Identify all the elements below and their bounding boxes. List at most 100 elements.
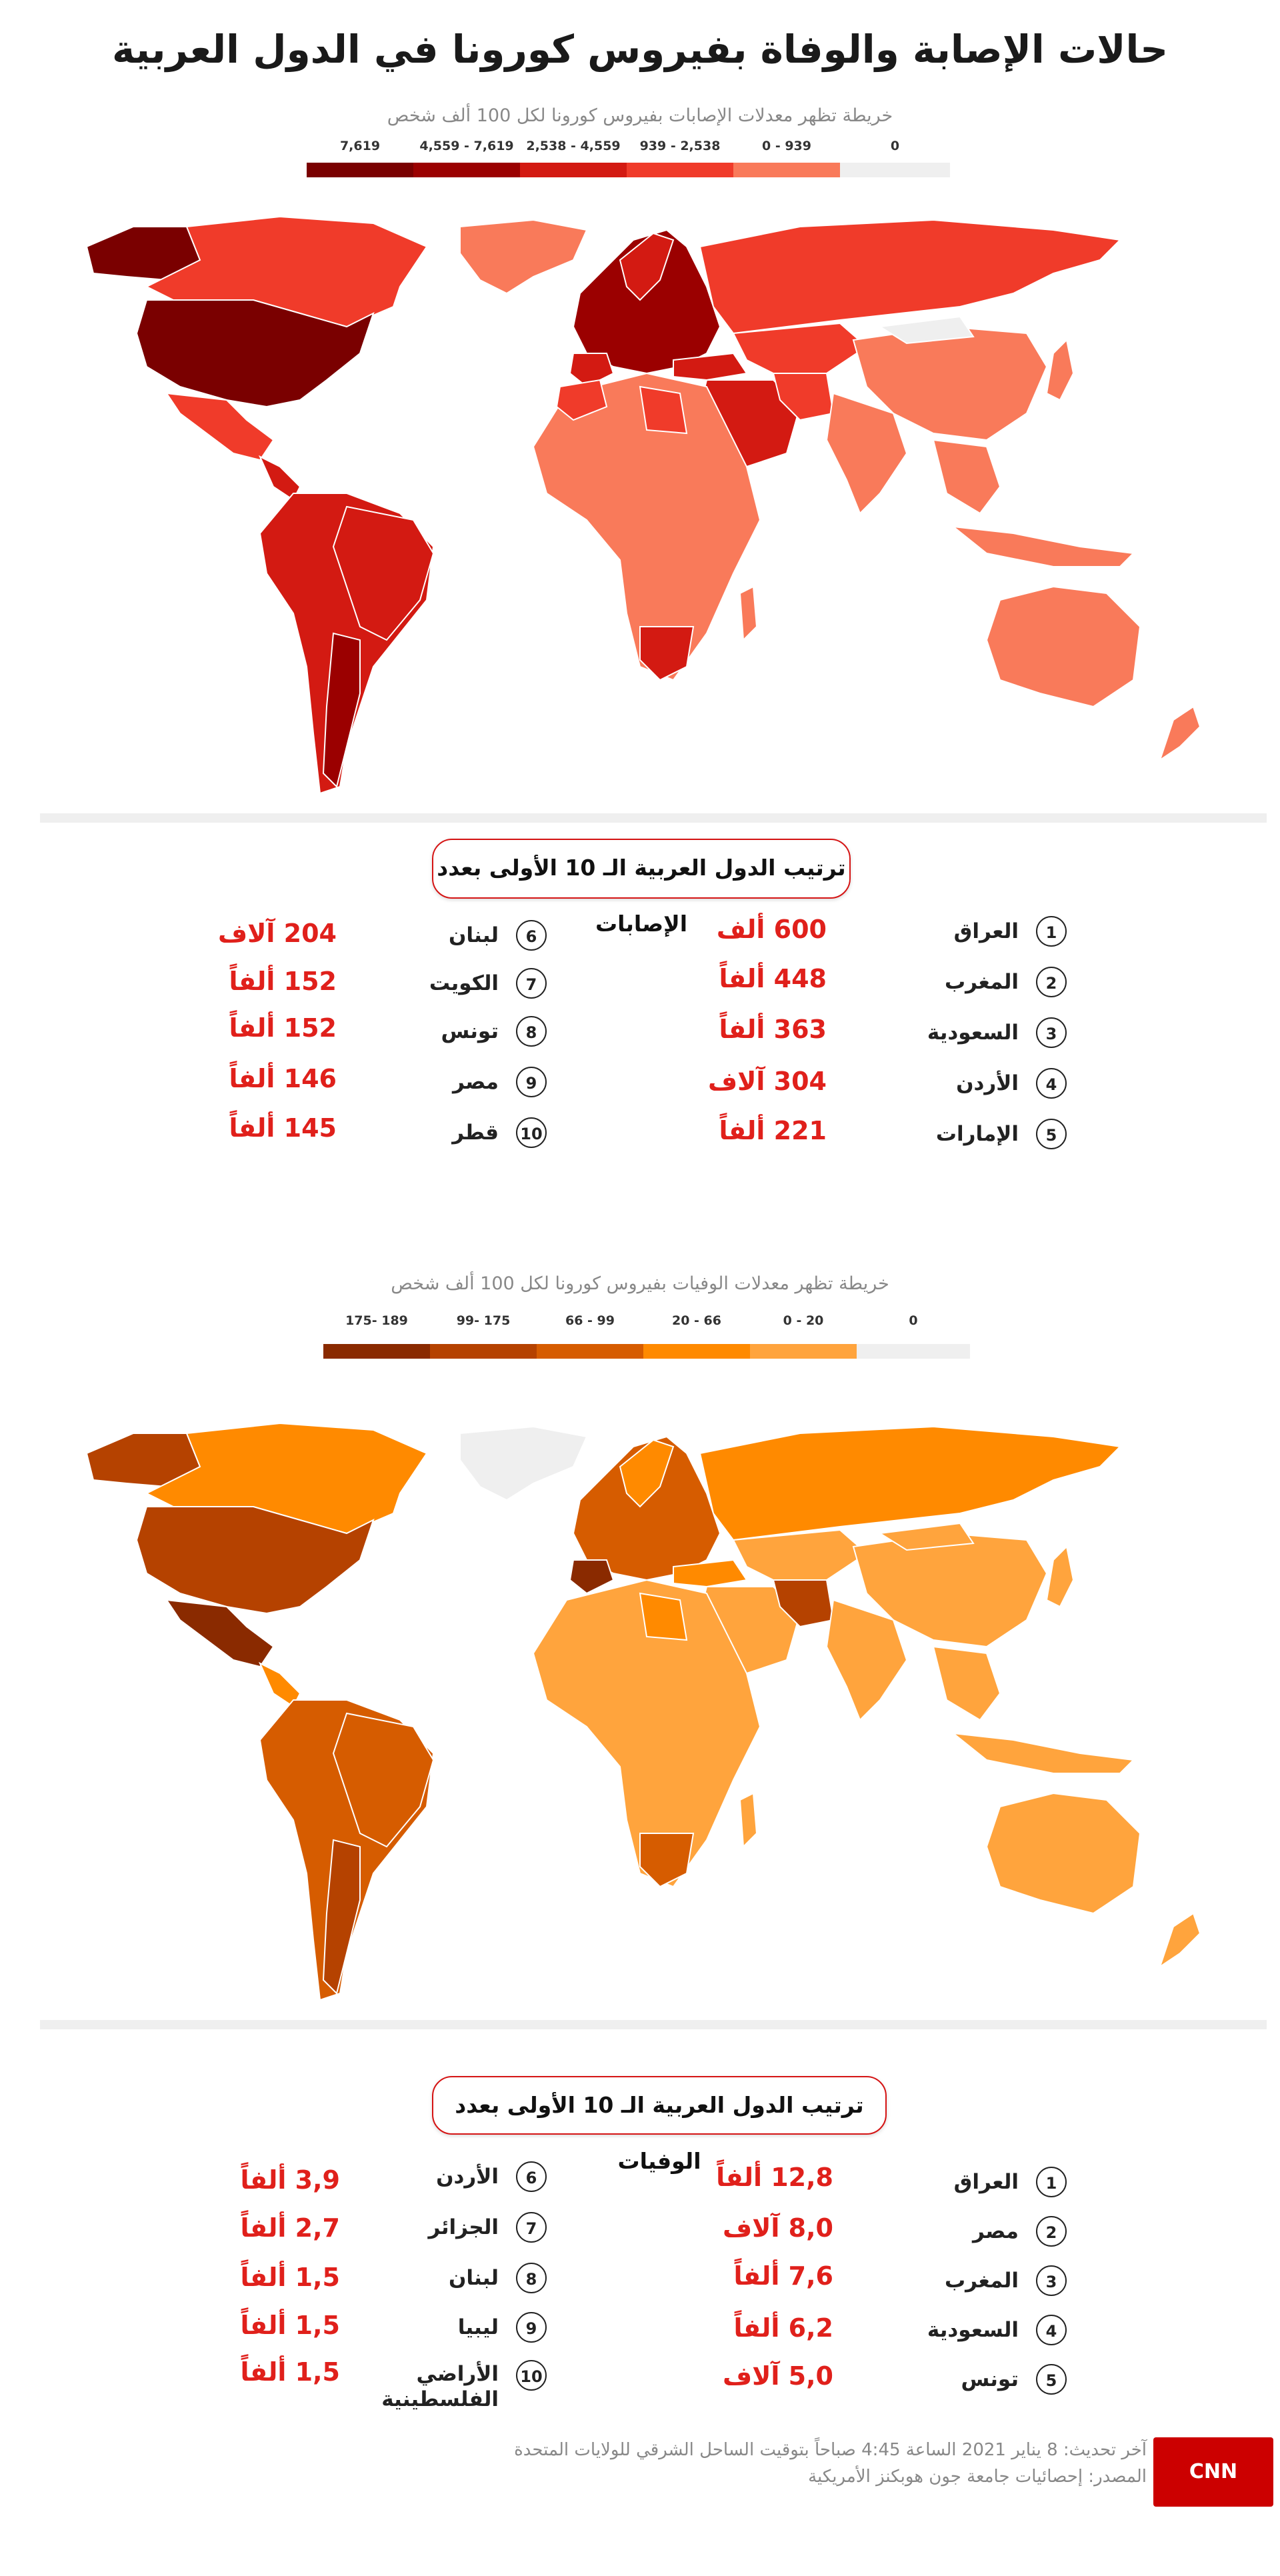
map-turkey: [673, 1559, 748, 1588]
country-name: السعودية: [927, 1021, 1019, 1045]
cases-legend-swatch: [840, 163, 950, 177]
cases-legend: 7,619 4,559 - 7,619 2,538 - 4,559 939 - …: [307, 139, 950, 179]
country-name: لبنان: [448, 2266, 499, 2290]
map-mongolia: [878, 315, 975, 345]
map-indonesia: [951, 1732, 1135, 1774]
cases-legend-label: 4,559 - 7,619: [419, 139, 514, 153]
cases-legend-label: 7,619: [339, 139, 381, 153]
deaths-rank-row: 2 مصر: [820, 2216, 1067, 2256]
map-southeast-asia: [932, 439, 1001, 515]
rank-number: 6: [516, 2161, 547, 2192]
map-india: [825, 1599, 908, 1721]
deaths-legend-label: 20 - 66: [672, 1313, 721, 1328]
map-africa: [532, 372, 761, 681]
map-greenland: [459, 219, 588, 295]
map-russia: [699, 1425, 1122, 1541]
rank-number: 10: [516, 1117, 547, 1148]
map-turkey: [673, 352, 748, 381]
case-value: 304 آلاف: [707, 1067, 827, 1096]
rank-number: 4: [1036, 1068, 1067, 1099]
map-scandinavia: [619, 232, 675, 301]
rank-number: 1: [1036, 916, 1067, 947]
country-name: الإمارات: [935, 1122, 1019, 1146]
map-iran: [772, 373, 835, 421]
rank-number: 7: [516, 2212, 547, 2243]
cases-legend-swatch: [520, 163, 627, 177]
cases-legend-label: 0: [890, 139, 900, 153]
country-name: المغرب: [945, 970, 1019, 994]
country-name: المغرب: [945, 2269, 1019, 2293]
deaths-rank-row: 3 المغرب: [820, 2265, 1067, 2305]
map-brazil: [332, 505, 435, 641]
map-southeast-asia: [932, 1645, 1001, 1721]
cases-rank-row: 4 الأردن: [820, 1068, 1067, 1108]
deaths-legend-swatch: [430, 1344, 537, 1359]
rank-number: 8: [516, 1016, 547, 1047]
map-madagascar: [739, 1792, 758, 1849]
death-value: 6,2 ألفاً: [733, 2313, 833, 2343]
rank-number: 1: [1036, 2167, 1067, 2197]
map-japan: [1045, 1545, 1075, 1608]
map-india: [825, 392, 908, 515]
cases-legend-swatch: [733, 163, 840, 177]
map-mexico: [165, 392, 275, 461]
deaths-legend-label: 99- 175: [456, 1313, 511, 1328]
cases-rank-row: 5 الإمارات: [820, 1119, 1067, 1159]
cases-legend-swatch: [307, 163, 413, 177]
deaths-legend-swatch: [750, 1344, 857, 1359]
country-name: الأردن: [956, 1071, 1019, 1095]
map-usa: [135, 299, 375, 408]
death-value: 8,0 آلاف: [722, 2213, 833, 2243]
cases-world-map: [40, 215, 1267, 823]
cnn-arabic-logo: CNN بالعربية: [1153, 2437, 1273, 2553]
map-australia: [985, 585, 1141, 708]
country-name: الأردن: [436, 2165, 499, 2189]
case-value: 152 ألفاً: [229, 967, 337, 996]
map-madagascar: [739, 585, 758, 642]
deaths-world-map: [40, 1422, 1267, 2029]
country-name: تونس: [441, 1019, 499, 1043]
deaths-legend-swatch: [537, 1344, 643, 1359]
rank-number: 8: [516, 2263, 547, 2293]
deaths-legend: 175- 189 99- 175 66 - 99 20 - 66 0 - 20 …: [323, 1313, 970, 1360]
cases-legend-swatch: [413, 163, 520, 177]
death-value: 12,8 ألفاً: [716, 2163, 833, 2192]
death-value: 1,5 ألفاً: [240, 2357, 340, 2387]
country-name: قطر: [452, 1121, 499, 1145]
map-new-zealand: [1159, 705, 1201, 762]
map-antarctica: [40, 813, 1267, 823]
map-spain: [569, 1559, 615, 1595]
map-usa: [135, 1506, 375, 1615]
country-name: تونس: [961, 2367, 1019, 2391]
death-value: 2,7 ألفاً: [240, 2213, 340, 2243]
map-south-africa: [639, 1833, 695, 1888]
map-mexico: [165, 1599, 275, 1668]
deaths-rank-row: 5 تونس: [820, 2364, 1067, 2404]
rank-number: 2: [1036, 2216, 1067, 2247]
map-central-asia: [732, 322, 868, 374]
rank-number: 9: [516, 2312, 547, 2343]
map-antarctica: [40, 2020, 1267, 2029]
map-scandinavia: [619, 1439, 675, 1508]
cases-legend-label: 0 - 939: [762, 139, 811, 153]
rank-number: 10: [516, 2360, 547, 2391]
case-value: 152 ألفاً: [229, 1013, 337, 1043]
map-south-africa: [639, 626, 695, 681]
country-name: العراق: [953, 2170, 1019, 2194]
cases-ranking-title: ترتيب الدول العربية الـ 10 الأولى بعدد ا…: [432, 839, 851, 937]
deaths-legend-swatch: [643, 1344, 750, 1359]
map-indonesia: [951, 525, 1135, 567]
deaths-ranking-title: ترتيب الدول العربية الـ 10 الأولى بعدد ا…: [432, 2076, 887, 2174]
country-name: الجزائر: [428, 2215, 499, 2239]
cases-rank-row: 2 المغرب: [820, 967, 1067, 1007]
footer-updated: آخر تحديث: 8 يناير 2021 الساعة 4:45 صباح…: [514, 2440, 1147, 2460]
cases-rank-row: 8 تونس: [300, 1016, 547, 1056]
cases-rank-row: 3 السعودية: [820, 1017, 1067, 1057]
country-name: مصر: [452, 1070, 499, 1094]
map-libya: [639, 1592, 688, 1641]
map-africa: [532, 1579, 761, 1888]
country-name: ليبيا: [457, 2315, 499, 2339]
case-value: 363 ألفاً: [719, 1015, 827, 1044]
country-name: السعودية: [927, 2318, 1019, 2342]
country-name: الأراضي الفلسطينية: [381, 2362, 499, 2411]
